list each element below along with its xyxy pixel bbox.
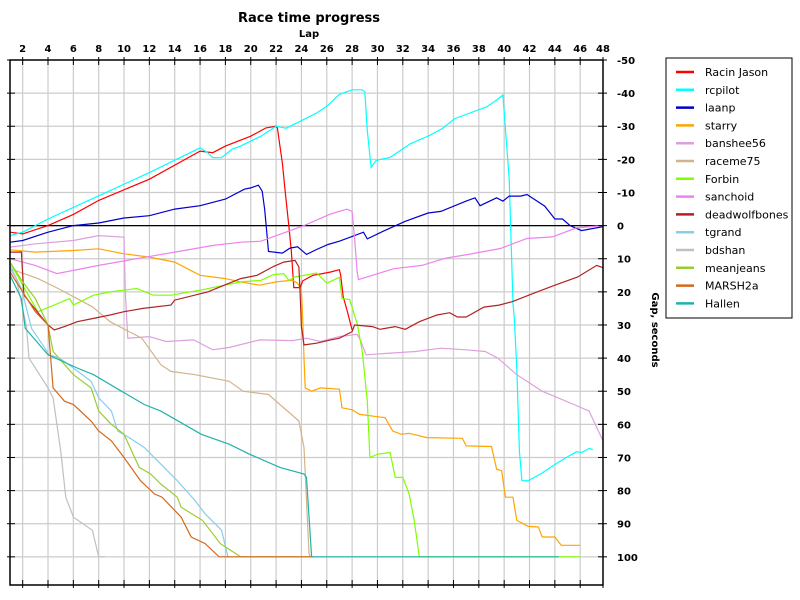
x-axis-label: Lap (299, 29, 319, 40)
y-tick-label: 30 (617, 321, 631, 332)
x-tick-label: 16 (193, 44, 207, 55)
series-lines (9, 89, 604, 558)
axis-ticks: 2 4 6 8 10 12 14 16 18 20 22 24 26 28 30 32 34 36 38 40 42 44… (7, 44, 638, 588)
legend-box (665, 57, 793, 319)
x-tick-label: 26 (320, 44, 334, 55)
y-tick-label: 80 (617, 487, 631, 498)
series-line-sanchoid (9, 208, 604, 281)
x-tick-label: 18 (218, 44, 232, 55)
y-tick-label: 70 (617, 453, 631, 464)
x-tick-label: 30 (370, 44, 384, 55)
series-line-laanp (9, 184, 604, 256)
legend-entry: raceme75 (705, 155, 761, 168)
x-tick-label: 38 (472, 44, 486, 55)
legend-entry: MARSH2a (705, 280, 759, 293)
legend-entry: rcpilot (705, 84, 740, 97)
y-tick-label: -20 (617, 155, 635, 166)
y-tick-label: 10 (617, 255, 631, 266)
x-tick-label: 34 (421, 44, 435, 55)
y-tick-label: -10 (617, 188, 635, 199)
y-tick-label: 20 (617, 288, 631, 299)
series-line-forbin (9, 261, 581, 558)
legend-entry: laanp (705, 102, 736, 115)
y-tick-label: 90 (617, 520, 631, 531)
x-tick-label: 36 (447, 44, 461, 55)
series-line-marsh2a (9, 271, 313, 558)
legend-entry: bdshan (705, 244, 745, 257)
y-tick-label: -30 (617, 122, 635, 133)
x-tick-label: 46 (573, 44, 587, 55)
series-line-banshee56 (9, 234, 604, 442)
legend-entry: tgrand (705, 226, 742, 239)
x-tick-label: 6 (70, 44, 77, 55)
series-line-deadwolfbones (10, 251, 604, 346)
x-tick-label: 48 (596, 44, 610, 55)
y-tick-label: 0 (617, 222, 624, 233)
legend-entry: banshee56 (705, 137, 766, 150)
chart-title: Race time progress (238, 11, 380, 26)
series-line-starry (9, 248, 581, 546)
legend-entry: Racin Jason (705, 66, 768, 79)
y-tick-label: 60 (617, 420, 631, 431)
series-line-hallen (9, 275, 559, 558)
x-tick-label: 22 (269, 44, 283, 55)
legend-entry: deadwolfbones (705, 208, 789, 221)
y-tick-label: -40 (617, 89, 635, 100)
x-tick-label: 42 (523, 44, 537, 55)
series-line-raceme75 (9, 268, 315, 558)
x-tick-label: 12 (142, 44, 156, 55)
y-tick-label: 100 (617, 553, 638, 564)
y-axis-label: Gap, seconds (649, 292, 660, 367)
x-tick-label: 10 (117, 44, 131, 55)
y-tick-label: -50 (617, 56, 635, 67)
x-tick-label: 20 (244, 44, 258, 55)
x-tick-label: 2 (19, 44, 26, 55)
x-tick-label: 24 (294, 44, 308, 55)
x-tick-label: 44 (548, 44, 562, 55)
legend: Racin Jason rcpilot laanp starry banshee56 ra… (665, 57, 793, 319)
legend-entry: sanchoid (705, 191, 754, 204)
x-tick-label: 4 (45, 44, 52, 55)
plot-frame (9, 59, 604, 586)
y-tick-label: 50 (617, 387, 631, 398)
series-line-racin-jason (9, 125, 353, 331)
x-tick-label: 28 (345, 44, 359, 55)
y-tick-label: 40 (617, 354, 631, 365)
series-line-rcpilot (9, 89, 594, 482)
x-tick-label: 32 (396, 44, 410, 55)
legend-entry: meanjeans (705, 262, 766, 275)
legend-entry: starry (705, 119, 738, 132)
x-tick-label: 14 (168, 44, 182, 55)
x-tick-label: 40 (497, 44, 511, 55)
x-tick-label: 8 (95, 44, 102, 55)
legend-entry: Hallen (705, 297, 740, 310)
series-line-bdshan (9, 268, 105, 558)
legend-entry: Forbin (705, 173, 739, 186)
